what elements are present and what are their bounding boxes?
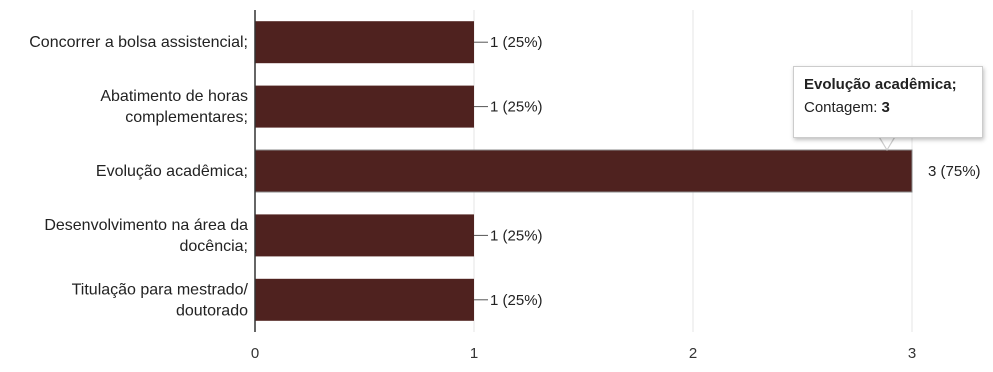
- bar-tooltip: Evolução acadêmica; Contagem: 3: [793, 66, 983, 138]
- category-label-3-0: Desenvolvimento na área da: [44, 217, 248, 234]
- tooltip-count-value: 3: [881, 99, 890, 116]
- x-tick-label-3: 3: [908, 345, 916, 362]
- category-label-4-1: doutorado: [176, 302, 248, 319]
- tooltip-tail: [880, 137, 894, 149]
- x-tick-label-0: 0: [251, 345, 259, 362]
- data-label-3: 1 (25%): [490, 227, 543, 244]
- category-label-3-1: docência;: [180, 238, 249, 255]
- category-label-1-0: Abatimento de horas: [100, 88, 248, 105]
- data-label-2: 3 (75%): [928, 163, 981, 180]
- bar-4: [255, 278, 474, 321]
- bar-1: [255, 85, 474, 128]
- tooltip-count-label: Contagem:: [804, 99, 878, 116]
- bar-0: [255, 21, 474, 64]
- data-label-0: 1 (25%): [490, 34, 543, 51]
- bar-3: [255, 214, 474, 257]
- bar-2: [254, 149, 913, 193]
- category-label-2-0: Evolução acadêmica;: [96, 163, 248, 180]
- data-label-4: 1 (25%): [490, 292, 543, 309]
- data-label-1: 1 (25%): [490, 99, 543, 116]
- category-label-4-0: Titulação para mestrado/: [72, 281, 249, 298]
- category-label-0-0: Concorrer a bolsa assistencial;: [29, 34, 248, 51]
- tooltip-title: Evolução acadêmica;: [804, 76, 957, 93]
- category-label-1-1: complementares;: [125, 109, 248, 126]
- tooltip-count-row: Contagem: 3: [804, 99, 972, 116]
- x-tick-label-2: 2: [689, 345, 697, 362]
- x-tick-label-1: 1: [470, 345, 478, 362]
